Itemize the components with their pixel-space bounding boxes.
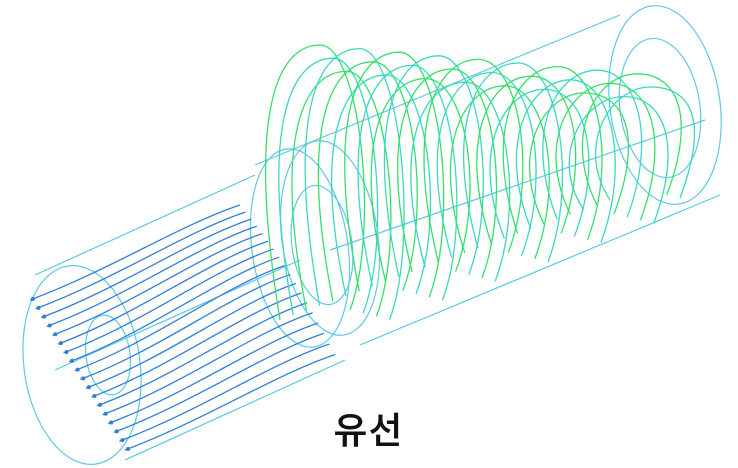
inlet-streamline (96, 302, 308, 407)
inlet-streamline (91, 292, 302, 398)
outlet-pipe-axis (329, 119, 706, 251)
inlet-pipe-top-edge (34, 174, 256, 276)
inlet-streamline (108, 322, 319, 425)
inlet-streamline (63, 248, 274, 354)
swirl-streamline (489, 88, 590, 239)
streamline-seed-point (103, 411, 108, 416)
swirl-streamline (383, 55, 484, 277)
outlet-end-ring (608, 5, 722, 205)
figure-caption: 유선 (333, 411, 405, 452)
inlet-streamline (80, 273, 291, 381)
outlet-inner-ring (618, 37, 702, 179)
swirl-streamline (581, 73, 682, 206)
streamline-seed-point (31, 297, 35, 301)
inlet-streamline (124, 353, 336, 451)
inlet-end-ring (22, 265, 142, 465)
streamline-seed-point (58, 341, 63, 346)
swirl-streamlines (265, 44, 696, 321)
streamline-seed-point (36, 305, 41, 310)
inlet-pipe-axis (54, 259, 301, 371)
inlet-streamline (29, 204, 241, 301)
inlet-streamline (46, 225, 257, 328)
pipe-geometry (22, 5, 722, 465)
streamline-seed-point (120, 438, 125, 443)
streamline-seed-point (75, 367, 80, 372)
swirl-streamline (502, 65, 603, 240)
swirl-streamline (463, 62, 564, 263)
streamline-seed-point (47, 323, 52, 328)
swirl-streamline (449, 85, 550, 260)
inlet-streamline (119, 343, 330, 442)
outlet-pipe-bottom-edge (359, 194, 721, 346)
streamline-seed-point (92, 394, 97, 399)
streamline-seed-point (126, 447, 130, 451)
streamline-seed-point (64, 349, 69, 354)
inlet-pipe-bottom-edge (124, 359, 346, 461)
inlet-streamline (35, 211, 246, 310)
swirl-streamline (291, 70, 392, 317)
swirl-section-inner-ring (290, 184, 354, 306)
inlet-streamline (113, 332, 325, 433)
swirl-streamline (344, 51, 445, 298)
swirl-streamline (317, 61, 418, 301)
inlet-streamline (74, 265, 285, 372)
inlet-inner-ring (84, 314, 132, 396)
inlet-streamline (52, 233, 263, 336)
streamline-seed-point (98, 402, 103, 407)
swirl-section-ring-1 (249, 148, 351, 348)
streamline-seed-point (81, 376, 86, 381)
swirl-streamline (594, 86, 696, 201)
swirl-streamline (265, 44, 366, 321)
streamline-seed-point (42, 314, 47, 319)
streamline-seed-point (109, 420, 114, 425)
inlet-streamlines (29, 204, 336, 451)
swirl-streamline (410, 81, 511, 282)
swirl-streamline (304, 47, 405, 320)
streamline-seed-point (114, 429, 119, 434)
swirl-streamline (423, 58, 524, 263)
streamline-seed-point (86, 385, 91, 390)
streamline-seed-point (53, 332, 58, 337)
swirl-streamline (278, 57, 379, 316)
swirl-streamline (542, 69, 643, 220)
inlet-streamline (57, 240, 269, 345)
inlet-streamline (40, 218, 252, 319)
inlet-streamline (102, 312, 313, 416)
inlet-streamline (85, 282, 297, 389)
inlet-streamline (68, 256, 280, 363)
streamline-seed-point (70, 358, 75, 363)
